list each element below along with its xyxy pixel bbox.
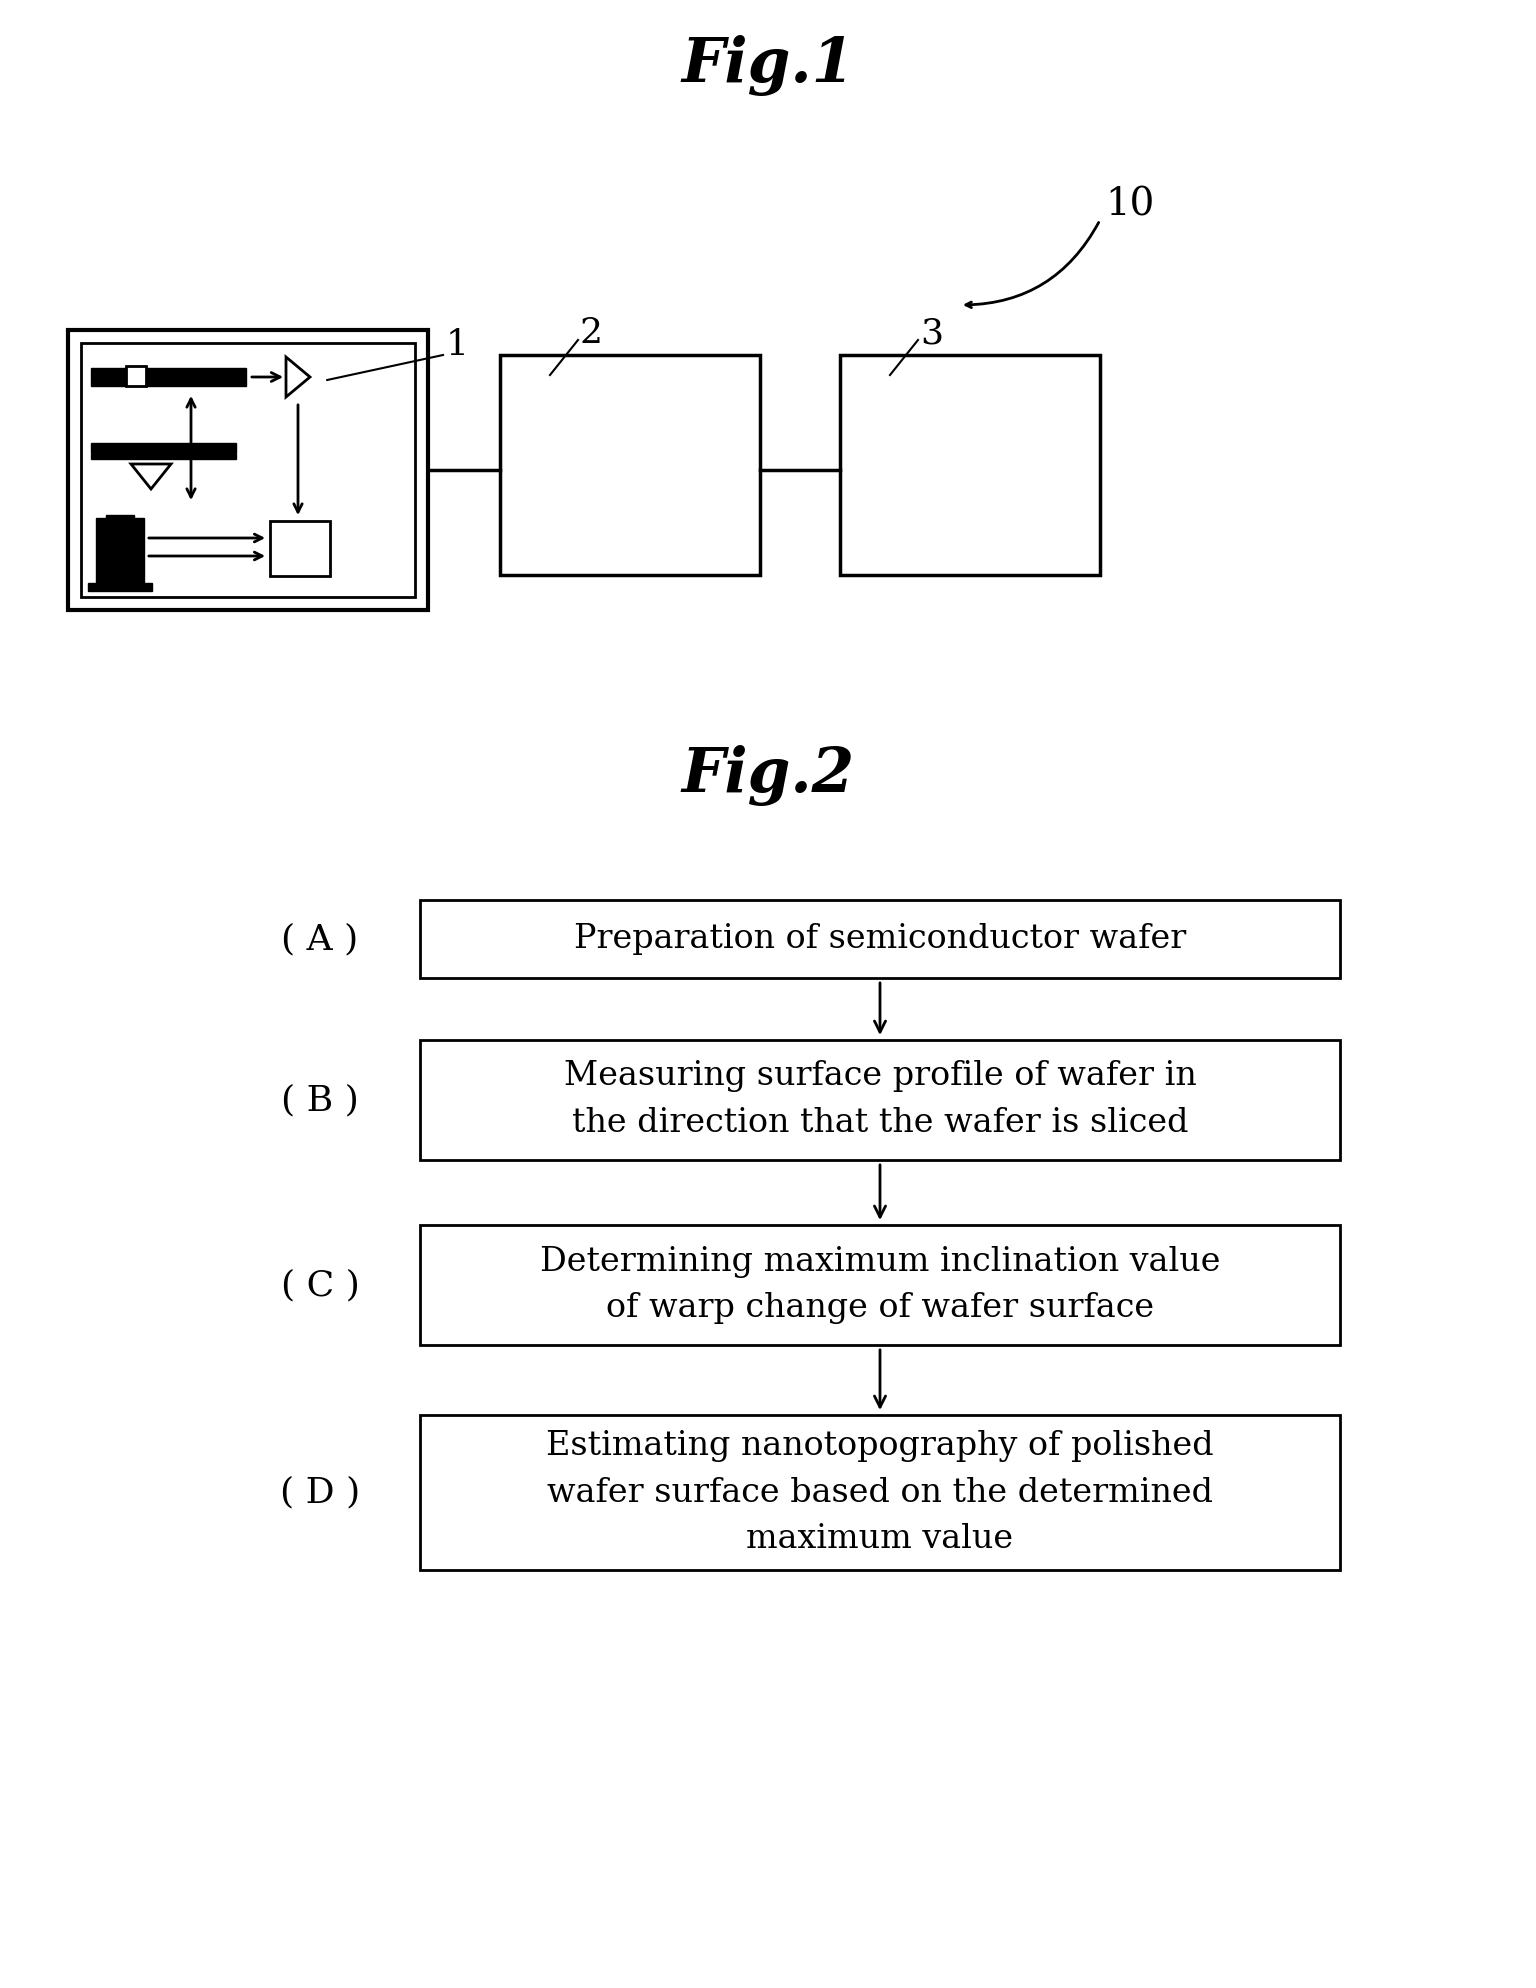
- Text: Fig.1: Fig.1: [682, 34, 854, 95]
- Polygon shape: [131, 463, 170, 489]
- Bar: [91, 368, 246, 386]
- Bar: [126, 366, 146, 386]
- Text: Estimating nanotopography of polished
wafer surface based on the determined
maxi: Estimating nanotopography of polished wa…: [547, 1429, 1213, 1555]
- Text: 10: 10: [1104, 187, 1155, 223]
- Bar: [419, 901, 1339, 978]
- Bar: [419, 1415, 1339, 1571]
- Bar: [840, 356, 1100, 575]
- Polygon shape: [286, 358, 310, 398]
- Bar: [88, 582, 152, 590]
- Text: 3: 3: [920, 316, 943, 350]
- Bar: [270, 521, 330, 577]
- Bar: [419, 1225, 1339, 1346]
- Bar: [68, 330, 429, 610]
- Text: ( D ): ( D ): [280, 1475, 359, 1509]
- Text: ( C ): ( C ): [281, 1268, 359, 1302]
- Text: 2: 2: [581, 316, 604, 350]
- Bar: [81, 344, 415, 596]
- Text: Preparation of semiconductor wafer: Preparation of semiconductor wafer: [574, 922, 1186, 954]
- Bar: [91, 443, 237, 453]
- Bar: [91, 453, 237, 459]
- Bar: [419, 1040, 1339, 1161]
- Text: Fig.2: Fig.2: [682, 744, 854, 805]
- Bar: [106, 515, 134, 523]
- Text: Measuring surface profile of wafer in
the direction that the wafer is sliced: Measuring surface profile of wafer in th…: [564, 1060, 1197, 1139]
- Bar: [501, 356, 760, 575]
- Text: ( B ): ( B ): [281, 1083, 359, 1117]
- Text: ( A ): ( A ): [281, 922, 358, 956]
- Bar: [95, 519, 144, 582]
- Text: 1: 1: [445, 328, 468, 362]
- Text: Determining maximum inclination value
of warp change of wafer surface: Determining maximum inclination value of…: [539, 1246, 1220, 1324]
